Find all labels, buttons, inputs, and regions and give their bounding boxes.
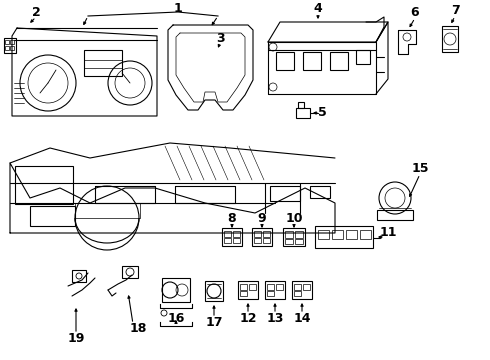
Text: 14: 14: [293, 311, 311, 324]
Bar: [276, 52, 294, 70]
Bar: [377, 210, 413, 220]
Text: 8: 8: [228, 211, 236, 225]
Text: 18: 18: [129, 321, 147, 334]
Text: 4: 4: [314, 1, 322, 14]
Bar: [254, 238, 261, 243]
Bar: [233, 231, 240, 237]
Text: 5: 5: [318, 105, 326, 118]
Bar: [296, 108, 310, 118]
Bar: [356, 50, 370, 64]
Bar: [15, 166, 73, 204]
Bar: [267, 291, 274, 296]
Text: 1: 1: [173, 1, 182, 14]
Bar: [332, 230, 343, 239]
Bar: [4, 38, 16, 53]
Bar: [346, 230, 357, 239]
Text: 7: 7: [451, 4, 460, 17]
Text: 13: 13: [266, 311, 284, 324]
Text: 11: 11: [379, 225, 397, 238]
Bar: [303, 284, 310, 290]
Bar: [10, 46, 14, 50]
Text: 16: 16: [167, 311, 185, 324]
Bar: [224, 231, 231, 237]
Bar: [267, 284, 274, 290]
Bar: [310, 186, 330, 198]
Text: 17: 17: [205, 315, 223, 328]
Bar: [295, 231, 303, 238]
Bar: [5, 40, 9, 44]
Bar: [295, 239, 303, 244]
Bar: [224, 238, 231, 243]
Bar: [265, 281, 285, 299]
Bar: [254, 231, 261, 237]
Text: 3: 3: [216, 31, 224, 45]
Bar: [298, 102, 304, 108]
Bar: [233, 238, 240, 243]
Bar: [315, 226, 373, 248]
Bar: [285, 231, 293, 238]
Bar: [442, 26, 458, 52]
Bar: [263, 238, 270, 243]
Bar: [252, 228, 272, 246]
Bar: [294, 284, 301, 290]
Text: 12: 12: [239, 311, 257, 324]
Bar: [72, 270, 86, 282]
Bar: [162, 278, 190, 302]
Bar: [122, 266, 138, 278]
Bar: [10, 40, 14, 44]
Bar: [318, 230, 329, 239]
Text: 6: 6: [411, 5, 419, 18]
Bar: [270, 186, 300, 201]
Bar: [84, 50, 122, 76]
Bar: [240, 291, 247, 296]
Bar: [283, 228, 305, 246]
Bar: [5, 46, 9, 50]
Text: 10: 10: [285, 211, 303, 225]
Text: 2: 2: [32, 5, 40, 18]
Bar: [294, 291, 301, 296]
Bar: [330, 52, 348, 70]
Bar: [205, 281, 223, 301]
Bar: [240, 284, 247, 290]
Text: 9: 9: [258, 211, 266, 225]
Bar: [303, 52, 321, 70]
Bar: [222, 228, 242, 246]
Bar: [292, 281, 312, 299]
Text: 15: 15: [411, 162, 429, 175]
Text: 19: 19: [67, 332, 85, 345]
Bar: [360, 230, 371, 239]
Bar: [276, 284, 283, 290]
Bar: [30, 206, 75, 226]
Bar: [249, 284, 256, 290]
Bar: [285, 239, 293, 244]
Bar: [238, 281, 258, 299]
Bar: [263, 231, 270, 237]
